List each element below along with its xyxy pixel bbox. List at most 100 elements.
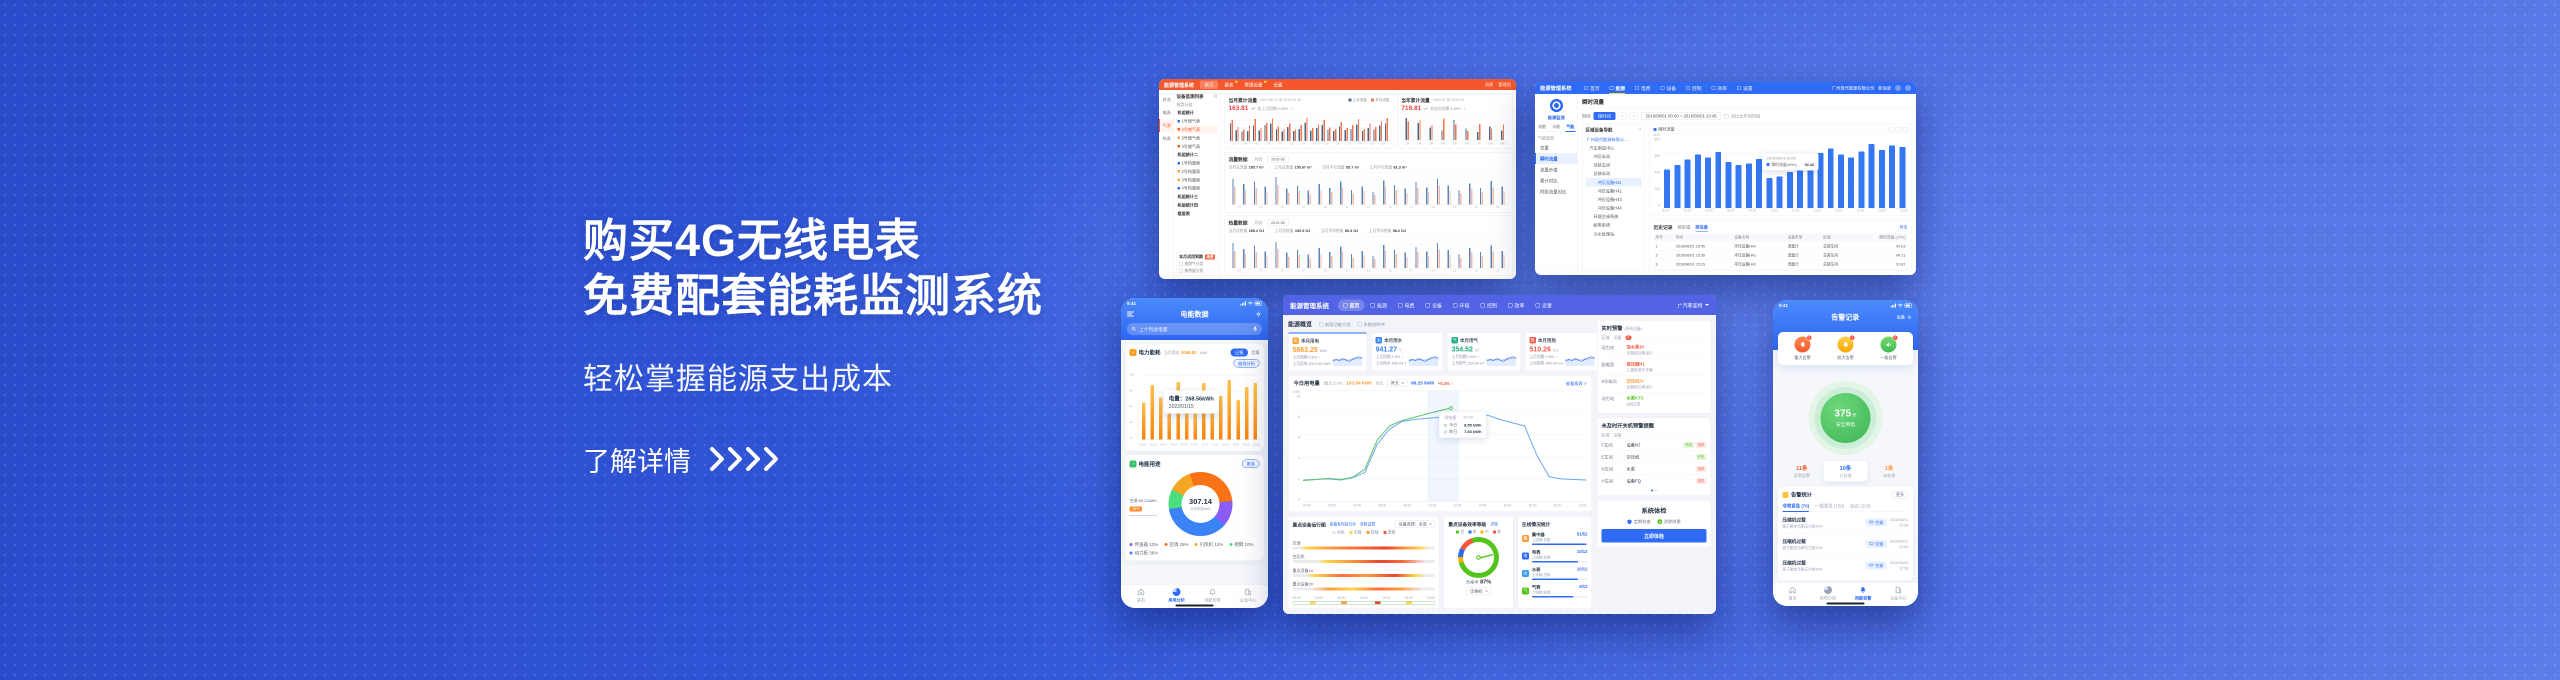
general-alarm[interactable]: 2 一般告警 [1867, 335, 1910, 361]
pagination-dots[interactable] [1602, 489, 1707, 492]
switch-row[interactable]: F车间 设备N7 开机 关机 [1601, 438, 1707, 451]
nav-item[interactable]: 环境 [1448, 299, 1475, 311]
nav-item[interactable]: 控制 [1476, 299, 1503, 311]
device-select[interactable]: 设备选择：全选 [1394, 520, 1436, 528]
line-chart-toggle-icon[interactable] [1888, 126, 1894, 132]
mic-icon[interactable] [1253, 326, 1258, 332]
energy-tab[interactable]: 水能 [1552, 124, 1561, 130]
by-time-button[interactable]: 按时间 [1593, 112, 1616, 120]
manual-link[interactable]: 系统说明书 [1358, 321, 1385, 327]
view-report-link[interactable]: 查看报表 > [1565, 380, 1587, 386]
company-dropdown[interactable]: 广汽菲亚特 [1678, 301, 1710, 309]
period-analysis-link[interactable]: 查看各时段分析 [1329, 522, 1357, 527]
tree-item[interactable]: 冲压设备H42 [1597, 188, 1622, 194]
menu-item[interactable]: 时段流量对比 [1540, 189, 1567, 195]
menu-item[interactable]: 流量示值 [1540, 167, 1558, 173]
monthly-report-pill[interactable]: 月报 [1250, 350, 1260, 355]
energy-tab[interactable]: 气能 [1565, 124, 1576, 132]
kpi-heat[interactable]: 热本月用热 510.26 GJ 上月同期 2.6% ↑ 上月用热 406.54 … [1524, 332, 1600, 371]
user-name[interactable]: 新海波 [1878, 85, 1891, 91]
hamburger-menu-icon[interactable] [1127, 311, 1134, 317]
month-picker[interactable]: 2019-06 [1267, 219, 1289, 226]
rail-item[interactable]: 电表 [1162, 110, 1172, 115]
company-name[interactable]: 广州现代能源有限公司 [1831, 85, 1875, 91]
nav-item[interactable]: 首页 [1338, 299, 1365, 311]
device-tree-item[interactable]: 机组统计二 [1177, 152, 1198, 158]
nav-item[interactable]: 电费 [1393, 299, 1420, 311]
device-tree-item[interactable]: 4号热量表 [1177, 184, 1219, 192]
tab-home[interactable]: 首页 [1775, 586, 1810, 601]
collapse-icon[interactable]: « [1638, 126, 1642, 132]
nav-item[interactable]: 首页 [1200, 80, 1219, 89]
device-tree-item[interactable]: 1号燃气表 [1177, 117, 1219, 125]
major-alarm[interactable]: 3 重大告警 [1781, 335, 1824, 361]
switch-row[interactable]: E车间 空压机 开机 [1601, 450, 1707, 463]
tree-item[interactable]: 污水处理站 [1593, 231, 1615, 237]
tree-item[interactable]: 环境空调系统 [1593, 214, 1619, 220]
nav-item[interactable]: 设置 [1733, 82, 1758, 94]
nav-item[interactable]: 设置 [1273, 82, 1283, 88]
curve-analysis-pill[interactable]: 曲线分析 [1233, 359, 1260, 368]
device-tree-item[interactable]: 楼层表 [1177, 211, 1190, 216]
medium-alarm[interactable]: 1 较大告警 [1824, 335, 1867, 361]
alarm-list-item[interactable]: 压缩机过载 高于额定功率压力的20% 空调 2018/08/11 12:56 [1782, 512, 1909, 534]
param-settings-link[interactable]: 参数设置 [1360, 522, 1376, 527]
more-button[interactable]: 更多 [1891, 491, 1909, 499]
date-range-input[interactable]: 2016/06/01 00:00 ~ 2016/06/01 23:45 [1641, 112, 1722, 120]
compare-checkbox[interactable]: 对比去年同时段 [1724, 113, 1761, 119]
nav-item[interactable]: 设置 [1531, 299, 1558, 311]
switch-row[interactable]: H车间 设备FQ 关机 [1601, 474, 1707, 487]
bar-chart-toggle-icon[interactable] [1895, 126, 1901, 132]
learn-more-link[interactable]: 了解详情 [583, 440, 1043, 479]
urgency-tab[interactable]: 综合 (220) [1850, 503, 1871, 509]
energy-tab[interactable]: 电能 [1538, 124, 1547, 130]
device-tree-item[interactable]: 2号燃气表 [1176, 125, 1218, 134]
device-tree-item[interactable]: 3号热量表 [1177, 176, 1219, 184]
urgency-tab[interactable]: 非常紧急 (70) [1782, 503, 1810, 512]
nav-item[interactable]: 能源 [1605, 82, 1630, 94]
alert-row[interactable]: 动力站 水泵KT3 B相过流 [1601, 392, 1707, 409]
gear-icon[interactable] [1255, 311, 1262, 318]
rail-item[interactable]: 总览 [1162, 97, 1172, 102]
search-icon[interactable] [1213, 94, 1219, 99]
check-now-button[interactable]: 立即体检 [1601, 529, 1707, 543]
download-icon[interactable] [1902, 126, 1908, 132]
nav-item[interactable]: 电费 [1631, 82, 1656, 94]
device-tree-item[interactable]: 机组统计三 [1177, 194, 1198, 200]
table-row[interactable]: 1 2016/06/01 23:45 冲压设备H41 流量计 总装车间 94.03 [1653, 242, 1908, 251]
next-button[interactable]: › [1629, 112, 1639, 120]
urgency-tab[interactable]: 一般紧急 (150) [1815, 503, 1845, 509]
nav-item[interactable]: 能源 [1366, 299, 1393, 311]
month-tab[interactable]: 月份 [1254, 156, 1263, 162]
tree-item[interactable]: 冲压车间 [1593, 153, 1611, 159]
tree-item[interactable]: 广州现代能源有限公… [1586, 136, 1628, 142]
header-action[interactable]: 消息 [1484, 82, 1494, 87]
tree-item[interactable]: 汽车制造中心 [1589, 145, 1615, 151]
device-tree-item[interactable]: 2号热量表 [1177, 167, 1219, 175]
device-tree-item[interactable]: 机组统计四 [1177, 202, 1198, 208]
search-bar[interactable]: 上个月总电量 [1127, 323, 1262, 335]
avatar[interactable] [1905, 85, 1911, 91]
compare-select[interactable]: 昨天 [1387, 379, 1408, 387]
tab-home[interactable]: 首页 [1123, 588, 1159, 603]
kpi-gas[interactable]: 气本月用气 354.52 m³ 上月同期 0.6% ↑ 上月用气 352.64 … [1446, 332, 1521, 371]
nav-item[interactable]: 管理设置 [1240, 80, 1267, 89]
tree-item[interactable]: 总装车间 [1593, 171, 1611, 177]
device-tree-item[interactable]: 3号燃气表 [1177, 134, 1219, 142]
tree-item[interactable]: 冲压设备H44 [1597, 205, 1622, 211]
tab-by-device[interactable]: 按设备 [1695, 224, 1709, 232]
alarm-list-item[interactable]: 压缩机过载 高于额定功率压力的20% 空调 2018/08/11 12:56 [1783, 555, 1909, 576]
header-action[interactable]: 管理员 [1498, 82, 1511, 87]
tab-enterprise-center[interactable]: 企业中心 [1881, 586, 1916, 601]
details-link[interactable]: 详情 [1490, 521, 1498, 527]
features-link[interactable]: 新版功能介绍 [1319, 321, 1351, 327]
tree-item[interactable]: 配电系统 [1593, 222, 1611, 228]
device-type-select[interactable]: 压缩机 [1466, 587, 1491, 595]
renew-tag[interactable]: 续费 [1205, 254, 1215, 260]
device-tree-item[interactable]: 4号燃气表 [1177, 142, 1219, 150]
more-pill[interactable]: 更多 [1241, 459, 1260, 468]
tree-item[interactable]: 涂装车间 [1593, 162, 1611, 168]
nav-item[interactable]: 设备 [1656, 82, 1681, 94]
nav-item[interactable]: 设备 [1421, 299, 1448, 311]
export-link[interactable]: 导出 [1899, 224, 1908, 230]
